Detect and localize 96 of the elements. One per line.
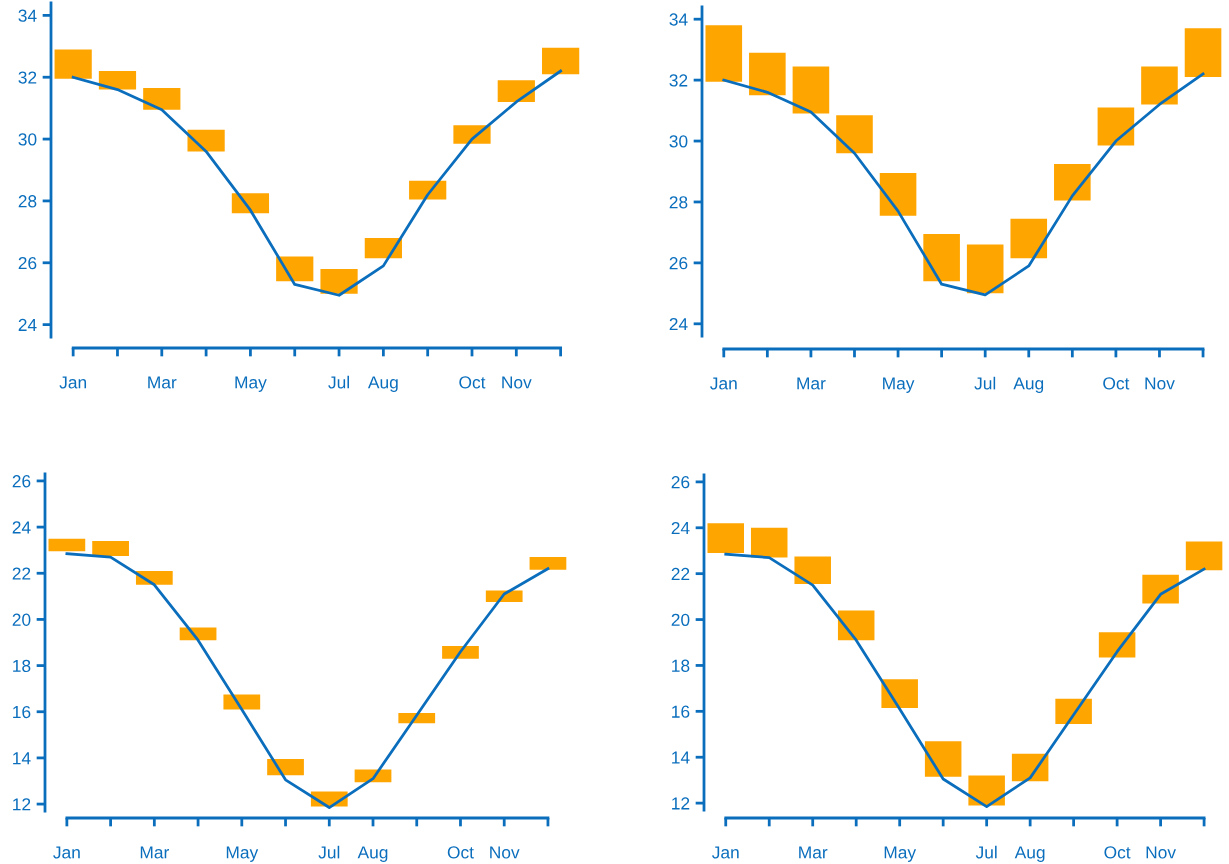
y-tick-label: 28: [18, 195, 37, 208]
y-tick-label: 20: [671, 613, 690, 627]
bar: [267, 759, 304, 776]
y-tick-label: 24: [671, 521, 690, 535]
x-tick-label: Oct: [459, 376, 486, 389]
bar: [750, 527, 788, 558]
y-tick-label: 24: [18, 318, 37, 331]
bar: [705, 25, 743, 82]
y-tick-label: 16: [13, 705, 31, 719]
y-tick-label: 26: [671, 476, 690, 489]
x-tick-label: May: [883, 377, 915, 393]
x-tick-label: Jul: [328, 375, 349, 389]
y-tick-label: 14: [13, 752, 31, 765]
bar: [881, 679, 918, 708]
x-tick-label: Nov: [1146, 846, 1176, 859]
bar: [54, 49, 92, 79]
y-tick-label: 12: [672, 797, 690, 810]
bar: [1010, 218, 1048, 259]
x-tick-label: May: [884, 846, 917, 862]
y-tick-label: 14: [672, 751, 690, 764]
x-tick-label: Aug: [357, 846, 388, 862]
y-tick-label: 34: [669, 13, 688, 26]
bar: [966, 244, 1004, 294]
bar: [231, 193, 270, 214]
x-tick-label: Jan: [59, 376, 87, 389]
bar: [794, 556, 831, 584]
y-tick-label: 26: [12, 475, 31, 488]
bar: [98, 71, 137, 90]
x-tick-label: Oct: [1103, 377, 1130, 390]
bar: [837, 610, 875, 641]
bar: [1184, 28, 1222, 78]
y-tick-label: 18: [13, 659, 31, 673]
line-series: [724, 552, 1206, 808]
bar: [924, 741, 962, 777]
x-tick-label: Mar: [799, 846, 828, 859]
x-tick-label: Jul: [975, 845, 997, 859]
bar: [707, 523, 745, 554]
y-tick-label: 20: [12, 613, 31, 626]
line-series: [65, 552, 550, 809]
y-tick-label: 12: [13, 798, 31, 811]
y-tick-label: 30: [18, 133, 37, 146]
y-tick-label: 32: [669, 74, 688, 87]
bar: [187, 129, 225, 152]
line-series: [722, 72, 1205, 297]
y-tick-label: 24: [669, 317, 688, 331]
y-tick-label: 34: [18, 9, 37, 22]
bar: [836, 115, 873, 154]
x-tick-label: Jul: [318, 845, 340, 859]
bar: [143, 88, 181, 110]
x-tick-label: Oct: [447, 846, 474, 859]
y-tick-label: 22: [671, 567, 690, 580]
bar: [442, 645, 479, 659]
x-tick-label: Aug: [367, 376, 398, 392]
bar: [1141, 66, 1178, 105]
bar: [48, 538, 86, 552]
y-tick-label: 26: [18, 256, 37, 270]
bar: [749, 52, 786, 96]
x-tick-label: May: [235, 376, 267, 392]
bar: [1185, 541, 1223, 571]
x-tick-label: Jan: [712, 846, 739, 859]
y-tick-label: 18: [672, 659, 690, 672]
x-tick-label: Oct: [1104, 846, 1131, 859]
x-tick-label: May: [226, 846, 259, 862]
x-tick-label: Mar: [140, 846, 169, 859]
y-tick-label: 16: [672, 705, 690, 718]
bar: [497, 80, 535, 102]
bar: [1142, 574, 1179, 604]
x-tick-label: Aug: [1014, 846, 1045, 862]
bar: [179, 627, 217, 641]
bar: [923, 233, 960, 282]
bar: [879, 173, 917, 216]
bar: [529, 557, 567, 570]
x-tick-label: Mar: [797, 377, 826, 390]
x-tick-label: Jan: [710, 377, 737, 390]
bar: [1054, 163, 1091, 201]
y-tick-label: 22: [12, 567, 31, 580]
bar: [542, 47, 580, 75]
bar: [223, 694, 261, 710]
bar: [92, 540, 129, 556]
bar: [1097, 107, 1135, 146]
bar: [792, 66, 830, 114]
y-tick-label: 28: [669, 196, 688, 209]
x-tick-label: Jan: [53, 846, 80, 859]
y-tick-label: 24: [12, 521, 31, 534]
bar: [1055, 698, 1092, 724]
x-tick-label: Nov: [490, 846, 520, 859]
x-tick-label: Mar: [148, 376, 177, 389]
x-tick-label: Aug: [1013, 377, 1044, 393]
x-tick-label: Nov: [502, 376, 532, 389]
y-tick-label: 30: [669, 135, 688, 148]
y-tick-label: 26: [669, 257, 688, 270]
line-series: [71, 69, 563, 297]
y-tick-label: 32: [18, 71, 37, 84]
x-tick-label: Nov: [1145, 377, 1175, 390]
x-tick-label: Jul: [974, 376, 996, 390]
bar: [364, 238, 402, 259]
